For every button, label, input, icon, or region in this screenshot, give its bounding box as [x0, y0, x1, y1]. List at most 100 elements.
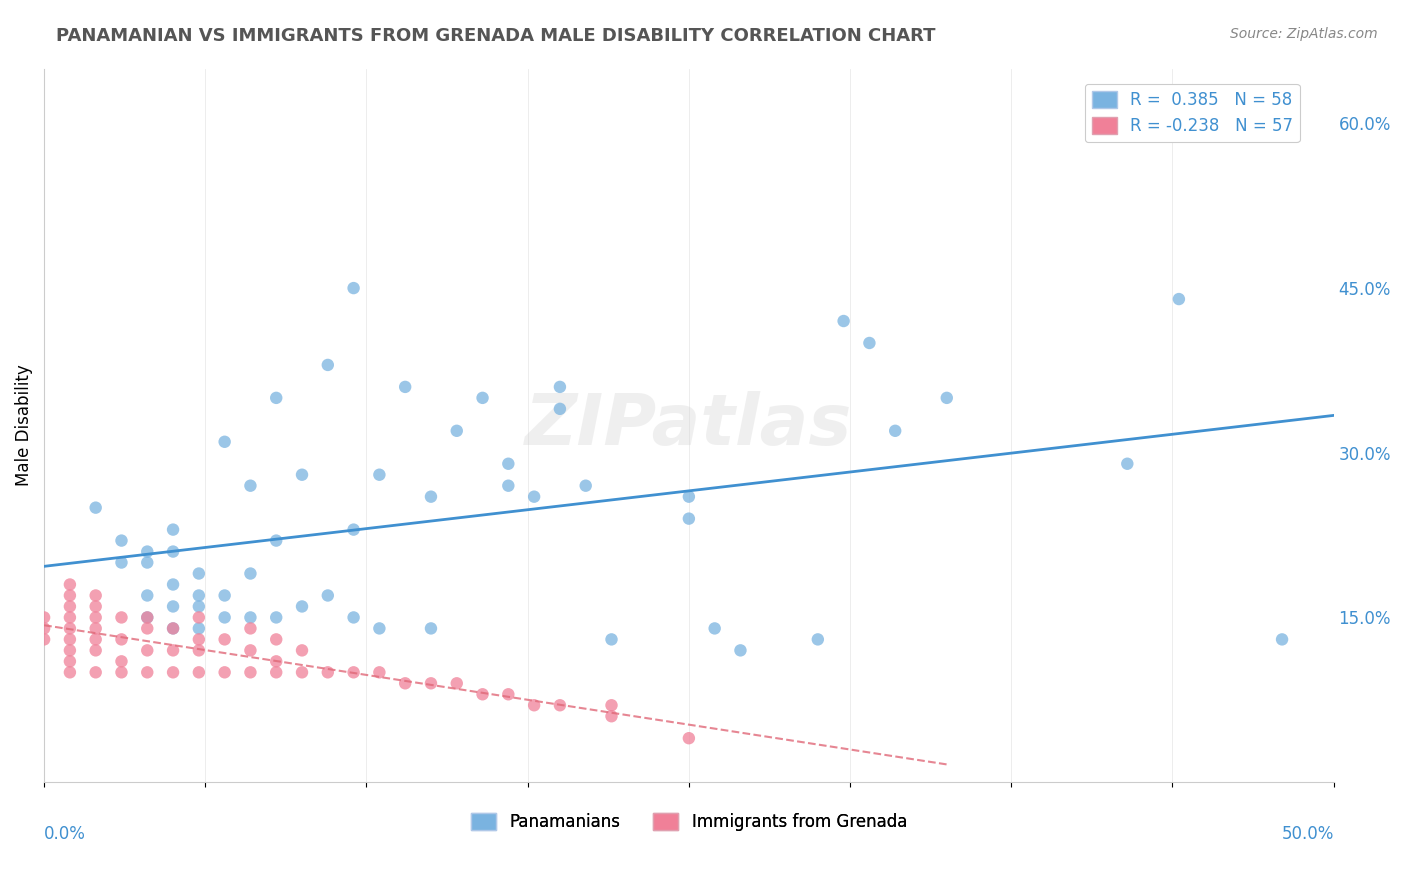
Point: [110, 632, 132, 647]
Point: [187, 589, 209, 603]
Point: [575, 479, 598, 493]
Point: [110, 556, 132, 570]
Point: [291, 643, 314, 657]
Point: [523, 490, 546, 504]
Point: [678, 731, 700, 746]
Point: [84, 599, 107, 614]
Point: [187, 599, 209, 614]
Point: [600, 709, 623, 723]
Point: [446, 676, 468, 690]
Point: [59, 610, 82, 624]
Point: [136, 643, 159, 657]
Point: [162, 643, 184, 657]
Point: [84, 500, 107, 515]
Legend: Panamanians, Immigrants from Grenada: Panamanians, Immigrants from Grenada: [464, 806, 914, 838]
Point: [110, 665, 132, 680]
Point: [214, 589, 236, 603]
Point: [59, 643, 82, 657]
Point: [59, 632, 82, 647]
Point: [291, 665, 314, 680]
Point: [316, 589, 339, 603]
Point: [368, 621, 391, 635]
Point: [548, 698, 571, 713]
Point: [471, 687, 494, 701]
Point: [136, 665, 159, 680]
Point: [420, 490, 443, 504]
Point: [110, 533, 132, 548]
Point: [264, 533, 287, 548]
Point: [162, 599, 184, 614]
Point: [316, 358, 339, 372]
Point: [162, 544, 184, 558]
Text: Source: ZipAtlas.com: Source: ZipAtlas.com: [1230, 27, 1378, 41]
Point: [32, 610, 55, 624]
Point: [498, 457, 520, 471]
Point: [162, 621, 184, 635]
Point: [264, 632, 287, 647]
Point: [84, 610, 107, 624]
Point: [703, 621, 725, 635]
Point: [110, 654, 132, 668]
Point: [678, 490, 700, 504]
Text: ZIPatlas: ZIPatlas: [526, 391, 852, 459]
Point: [214, 632, 236, 647]
Point: [32, 632, 55, 647]
Point: [316, 665, 339, 680]
Point: [858, 336, 880, 351]
Point: [471, 391, 494, 405]
Point: [187, 665, 209, 680]
Text: 50.0%: 50.0%: [1281, 825, 1334, 843]
Point: [84, 589, 107, 603]
Point: [394, 380, 416, 394]
Point: [548, 380, 571, 394]
Point: [342, 281, 364, 295]
Point: [187, 610, 209, 624]
Point: [832, 314, 855, 328]
Point: [1167, 292, 1189, 306]
Point: [136, 556, 159, 570]
Point: [187, 632, 209, 647]
Point: [342, 523, 364, 537]
Text: PANAMANIAN VS IMMIGRANTS FROM GRENADA MALE DISABILITY CORRELATION CHART: PANAMANIAN VS IMMIGRANTS FROM GRENADA MA…: [56, 27, 936, 45]
Point: [214, 665, 236, 680]
Point: [162, 665, 184, 680]
Point: [368, 665, 391, 680]
Point: [935, 391, 957, 405]
Point: [548, 401, 571, 416]
Point: [498, 687, 520, 701]
Point: [136, 544, 159, 558]
Point: [59, 577, 82, 591]
Y-axis label: Male Disability: Male Disability: [15, 365, 32, 486]
Point: [59, 654, 82, 668]
Point: [84, 643, 107, 657]
Point: [264, 610, 287, 624]
Point: [342, 610, 364, 624]
Point: [239, 610, 262, 624]
Point: [59, 665, 82, 680]
Point: [600, 698, 623, 713]
Point: [84, 665, 107, 680]
Point: [291, 467, 314, 482]
Point: [214, 610, 236, 624]
Point: [523, 698, 546, 713]
Point: [187, 621, 209, 635]
Point: [600, 632, 623, 647]
Point: [136, 610, 159, 624]
Point: [498, 479, 520, 493]
Point: [59, 621, 82, 635]
Point: [884, 424, 907, 438]
Point: [420, 676, 443, 690]
Point: [110, 610, 132, 624]
Point: [84, 621, 107, 635]
Point: [187, 643, 209, 657]
Point: [59, 599, 82, 614]
Point: [59, 589, 82, 603]
Point: [136, 610, 159, 624]
Point: [394, 676, 416, 690]
Point: [730, 643, 752, 657]
Point: [239, 643, 262, 657]
Point: [368, 467, 391, 482]
Point: [1271, 632, 1294, 647]
Point: [187, 566, 209, 581]
Point: [136, 621, 159, 635]
